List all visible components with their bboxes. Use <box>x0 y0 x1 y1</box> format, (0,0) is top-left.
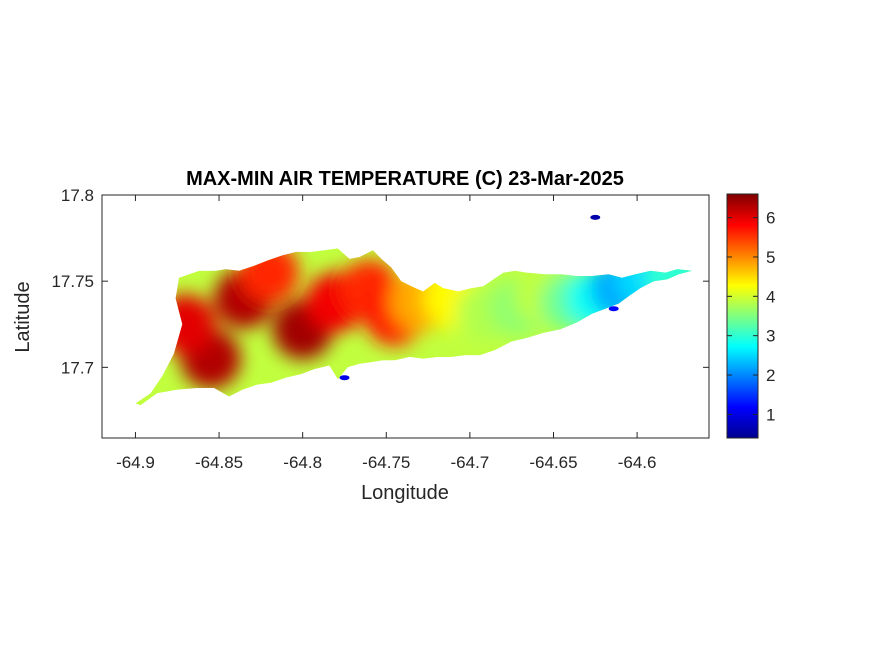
colorbar-tick-label: 2 <box>766 366 775 385</box>
y-tick-label: 17.7 <box>61 358 94 377</box>
x-tick-label: -64.85 <box>195 453 243 472</box>
x-axis-ticks: -64.9 -64.85 -64.8 -64.75 -64.7 -64.65 -64.6 <box>116 195 656 472</box>
colorbar-tick-label: 4 <box>766 287 775 306</box>
colorbar-tick-label: 1 <box>766 405 775 424</box>
cold-spot-layer <box>339 214 619 381</box>
y-axis-ticks: 17.7 17.75 17.8 <box>51 186 709 377</box>
x-tick-label: -64.8 <box>283 453 322 472</box>
cold-spot <box>608 306 619 312</box>
x-tick-label: -64.6 <box>618 453 657 472</box>
x-tick-label: -64.65 <box>529 453 577 472</box>
cold-spot <box>339 375 350 381</box>
y-tick-label: 17.8 <box>61 186 94 205</box>
y-tick-label: 17.75 <box>51 272 94 291</box>
colorbar <box>726 193 759 439</box>
x-tick-label: -64.9 <box>116 453 155 472</box>
cold-spot <box>590 214 601 220</box>
plot-title: MAX-MIN AIR TEMPERATURE (C) 23-Mar-2025 <box>186 168 624 190</box>
colorbar-tick-label: 6 <box>766 209 775 228</box>
colorbar-tick-label: 3 <box>766 327 775 346</box>
y-axis-title: Latitude <box>12 281 34 352</box>
x-tick-label: -64.75 <box>362 453 410 472</box>
colorbar-ticks: 1 2 3 4 5 6 <box>727 209 775 424</box>
x-axis-title: Longitude <box>361 482 449 504</box>
x-tick-label: -64.7 <box>451 453 490 472</box>
colorbar-tick-label: 5 <box>766 248 775 267</box>
